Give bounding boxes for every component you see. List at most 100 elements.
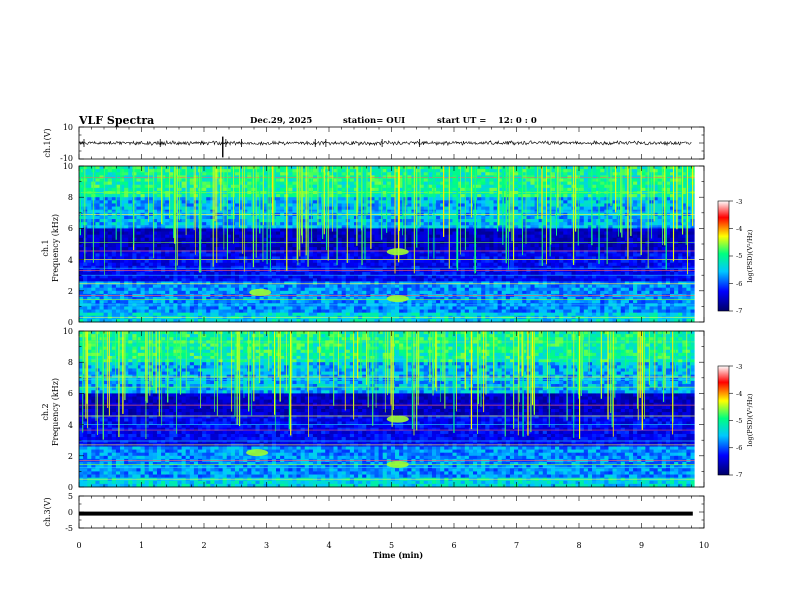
spec-cell <box>120 219 125 223</box>
spec-cell <box>83 312 88 317</box>
spec-cell <box>370 203 375 207</box>
spec-cell <box>99 234 105 239</box>
spec-cell <box>341 169 347 173</box>
spec-cell <box>255 278 260 282</box>
spec-cell <box>296 256 302 260</box>
spec-cell <box>87 256 92 260</box>
spec-cell <box>259 309 265 314</box>
spec-cell <box>111 166 117 170</box>
spec-cell <box>325 184 330 189</box>
spec-cell <box>341 209 347 214</box>
spec-cell <box>239 209 244 214</box>
spec-cell <box>419 194 425 198</box>
spec-cell <box>152 234 158 239</box>
spec-cell <box>460 290 466 295</box>
spec-cell <box>333 253 338 257</box>
spec-cell <box>370 318 375 323</box>
spec-cell <box>210 312 215 317</box>
spec-cell <box>419 300 425 304</box>
spec-cell <box>243 184 248 189</box>
spec-cell <box>395 259 400 264</box>
spec-cell <box>280 309 285 314</box>
spec-cell <box>206 253 211 257</box>
spec-cell <box>419 290 425 295</box>
spec-cell <box>427 312 433 317</box>
spec-cell <box>440 312 445 317</box>
spec-cell <box>436 312 441 317</box>
spec-cell <box>395 290 400 295</box>
spec-cell <box>415 194 421 198</box>
spec-cell <box>395 275 400 279</box>
spec-cell <box>362 265 367 270</box>
spec-cell <box>312 278 318 282</box>
spec-cell <box>276 200 281 204</box>
spec-cell <box>370 178 375 182</box>
spec-cell <box>243 284 248 289</box>
spec-cell <box>226 181 232 186</box>
spec-cell <box>120 203 125 207</box>
spec-cell <box>87 169 92 173</box>
spec-cell <box>124 250 129 254</box>
spec-cell <box>255 312 260 317</box>
spec-cell <box>206 169 211 173</box>
spec-cell <box>165 272 170 276</box>
spec-cell <box>304 262 310 267</box>
spec-cell <box>177 297 182 301</box>
spec-cell <box>152 318 158 323</box>
spec-cell <box>473 300 478 304</box>
spec-cell <box>378 181 384 186</box>
spec-cell <box>255 275 260 279</box>
spec-cell <box>448 219 453 223</box>
spec-cell <box>304 184 310 189</box>
spec-cell <box>304 265 310 270</box>
spec-cell <box>304 250 310 254</box>
spec-cell <box>333 166 338 170</box>
spec-cell <box>115 169 121 173</box>
spec-cell <box>362 262 367 267</box>
spec-cell <box>390 166 396 170</box>
spec-cell <box>206 209 211 214</box>
spec-cell <box>177 231 182 236</box>
spec-cell <box>427 166 433 170</box>
spec-cell <box>390 278 396 282</box>
spec-cell <box>185 209 191 214</box>
spec-cell <box>374 262 379 267</box>
spec-cell <box>152 247 158 251</box>
spec-cell <box>263 256 269 260</box>
spec-cell <box>255 219 260 223</box>
spec-cell <box>234 318 240 323</box>
spec-cell <box>148 244 154 248</box>
spec-cell <box>120 244 125 248</box>
spec-cell <box>206 256 211 260</box>
spec-cell <box>181 234 187 239</box>
spec-cell <box>427 222 433 226</box>
spec-cell <box>111 318 117 323</box>
spec-cell <box>247 253 252 257</box>
spec-cell <box>341 306 347 310</box>
spec-cell <box>349 219 355 223</box>
spec-cell <box>276 300 281 304</box>
spec-cell <box>399 253 404 257</box>
spec-cell <box>366 262 371 267</box>
spec-cell <box>473 306 478 310</box>
spec-cell <box>407 194 412 198</box>
spec-cell <box>317 272 322 276</box>
spec-cell <box>140 169 146 173</box>
spec-cell <box>181 253 187 257</box>
spec-cell <box>206 237 211 242</box>
spec-cell <box>353 244 359 248</box>
spec-cell <box>382 306 388 310</box>
spec-cell <box>358 259 363 264</box>
spec-cell <box>300 306 306 310</box>
spec-cell <box>304 287 310 292</box>
spec-cell <box>460 318 466 323</box>
spec-cell <box>349 253 355 257</box>
spec-cell <box>436 309 441 314</box>
spec-cell <box>107 228 113 232</box>
spec-cell <box>115 247 121 251</box>
spec-cell <box>423 265 429 270</box>
spec-cell <box>243 225 248 229</box>
spec-cell <box>378 209 384 214</box>
spec-cell <box>234 175 240 179</box>
spec-cell <box>403 265 408 270</box>
